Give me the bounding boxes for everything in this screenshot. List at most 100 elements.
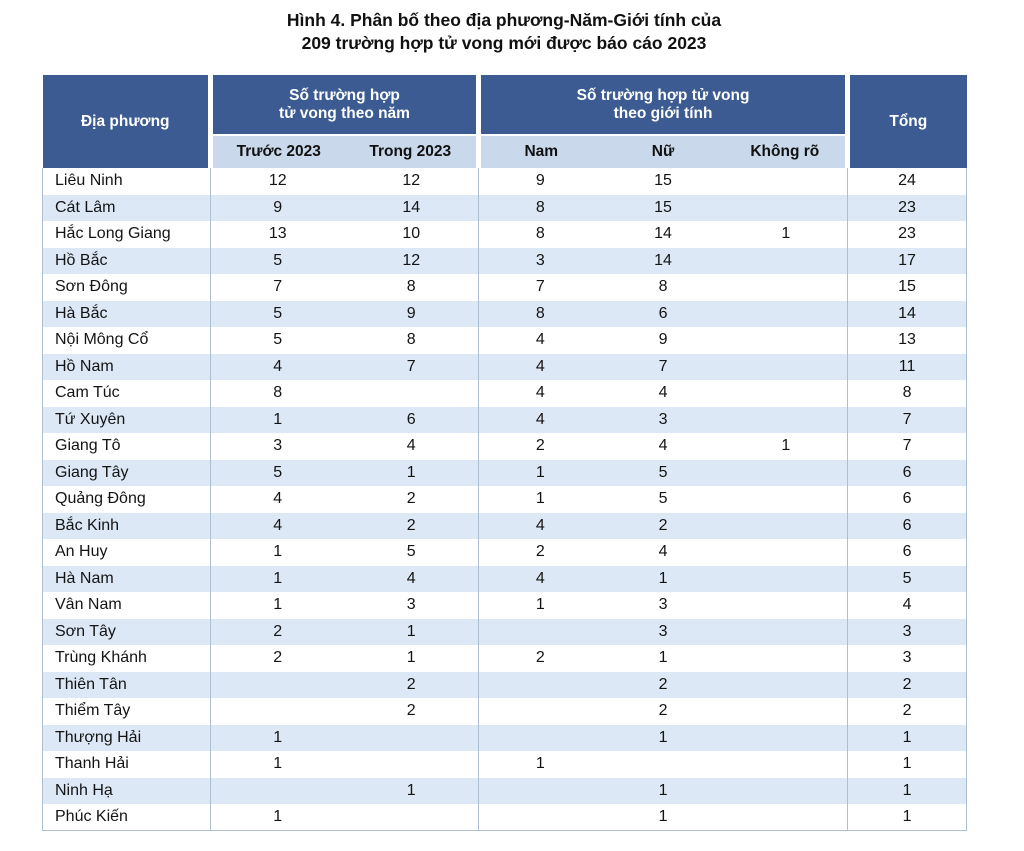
value-cell — [724, 804, 848, 831]
distribution-table-container: Địa phương Số trường hợp tử vong theo nă… — [42, 75, 968, 831]
province-cell: Cát Lâm — [42, 194, 211, 221]
value-cell: 1 — [478, 486, 602, 513]
value-cell: 2 — [601, 671, 725, 698]
column-header-total: Tổng — [845, 75, 967, 168]
value-cell: 2 — [344, 698, 479, 725]
value-cell: 14 — [601, 247, 725, 274]
table-row: Thiên Tân 2 2 2 — [42, 671, 968, 698]
value-cell: 3 — [478, 247, 602, 274]
value-cell: 8 — [210, 380, 345, 407]
value-cell: 4 — [478, 512, 602, 539]
value-cell: 4 — [478, 565, 602, 592]
table-body: Liêu Ninh 12 12 9 15 24 Cát Lâm 9 14 8 15 23 Hắc Lon… — [42, 168, 968, 831]
value-cell: 1 — [601, 777, 725, 804]
value-cell — [210, 777, 345, 804]
province-cell: Sơn Đông — [42, 274, 211, 301]
province-cell: Hắc Long Giang — [42, 221, 211, 248]
value-cell: 4 — [210, 353, 345, 380]
value-cell: 1 — [344, 618, 479, 645]
value-cell: 6 — [847, 486, 968, 513]
value-cell: 2 — [344, 512, 479, 539]
value-cell: 3 — [601, 618, 725, 645]
value-cell: 4 — [847, 592, 968, 619]
column-group-deaths-by-gender: Số trường hợp tử vong theo giới tính — [476, 75, 848, 136]
value-cell: 2 — [344, 671, 479, 698]
value-cell — [724, 539, 848, 566]
value-cell — [724, 592, 848, 619]
value-cell: 1 — [344, 777, 479, 804]
value-cell — [478, 804, 602, 831]
value-cell — [724, 247, 848, 274]
value-cell: 15 — [601, 168, 725, 195]
value-cell: 2 — [601, 512, 725, 539]
value-cell: 6 — [601, 300, 725, 327]
value-cell: 4 — [478, 380, 602, 407]
table-row: Hà Bắc 5 9 8 6 14 — [42, 300, 968, 327]
value-cell — [724, 353, 848, 380]
value-cell — [344, 804, 479, 831]
column-header-during-2023: Trong 2023 — [344, 134, 479, 168]
value-cell — [724, 751, 848, 778]
value-cell: 23 — [847, 194, 968, 221]
table-row: Cam Túc 8 4 4 8 — [42, 380, 968, 407]
province-cell: Thiểm Tây — [42, 698, 211, 725]
province-cell: Hồ Bắc — [42, 247, 211, 274]
value-cell — [724, 194, 848, 221]
value-cell: 4 — [601, 433, 725, 460]
value-cell — [344, 724, 479, 751]
province-cell: Liêu Ninh — [42, 168, 211, 195]
value-cell: 5 — [344, 539, 479, 566]
value-cell: 8 — [478, 221, 602, 248]
value-cell — [724, 380, 848, 407]
value-cell: 4 — [344, 565, 479, 592]
value-cell — [478, 698, 602, 725]
column-header-female: Nữ — [601, 134, 725, 168]
province-cell: Thanh Hải — [42, 751, 211, 778]
value-cell: 3 — [847, 618, 968, 645]
value-cell: 14 — [344, 194, 479, 221]
distribution-table: Địa phương Số trường hợp tử vong theo nă… — [42, 75, 968, 831]
value-cell: 9 — [478, 168, 602, 195]
value-cell: 1 — [478, 592, 602, 619]
value-cell — [724, 459, 848, 486]
table-row: Tứ Xuyên 1 6 4 3 7 — [42, 406, 968, 433]
province-cell: Ninh Hạ — [42, 777, 211, 804]
value-cell: 24 — [847, 168, 968, 195]
province-cell: Quảng Đông — [42, 486, 211, 513]
value-cell: 9 — [210, 194, 345, 221]
value-cell: 3 — [601, 406, 725, 433]
value-cell: 8 — [478, 194, 602, 221]
value-cell: 1 — [344, 459, 479, 486]
table-row: Quảng Đông 4 2 1 5 6 — [42, 486, 968, 513]
column-header-unknown: Không rõ — [724, 134, 848, 168]
figure-title-line2: 209 trường hợp tử vong mới được báo cáo … — [301, 33, 707, 53]
table-row: Hắc Long Giang 13 10 8 14 1 23 — [42, 221, 968, 248]
value-cell: 1 — [847, 751, 968, 778]
table-row: Hà Nam 1 4 4 1 5 — [42, 565, 968, 592]
province-cell: Cam Túc — [42, 380, 211, 407]
value-cell — [724, 618, 848, 645]
value-cell: 1 — [210, 592, 345, 619]
value-cell: 3 — [344, 592, 479, 619]
province-cell: Giang Tây — [42, 459, 211, 486]
value-cell — [478, 724, 602, 751]
value-cell: 1 — [478, 751, 602, 778]
value-cell — [344, 751, 479, 778]
value-cell: 5 — [210, 459, 345, 486]
column-header-male: Nam — [476, 134, 602, 168]
table-row: Hồ Bắc 5 12 3 14 17 — [42, 247, 968, 274]
table-row: Vân Nam 1 3 1 3 4 — [42, 592, 968, 619]
province-cell: An Huy — [42, 539, 211, 566]
table-row: Hồ Nam 4 7 4 7 11 — [42, 353, 968, 380]
province-cell: Tứ Xuyên — [42, 406, 211, 433]
table-row: Trùng Khánh 2 1 2 1 3 — [42, 645, 968, 672]
value-cell: 17 — [847, 247, 968, 274]
table-row: An Huy 1 5 2 4 6 — [42, 539, 968, 566]
table-row: Liêu Ninh 12 12 9 15 24 — [42, 168, 968, 195]
value-cell: 3 — [210, 433, 345, 460]
value-cell: 4 — [478, 353, 602, 380]
value-cell: 4 — [601, 380, 725, 407]
value-cell: 1 — [724, 221, 848, 248]
value-cell: 5 — [210, 247, 345, 274]
value-cell: 1 — [847, 777, 968, 804]
